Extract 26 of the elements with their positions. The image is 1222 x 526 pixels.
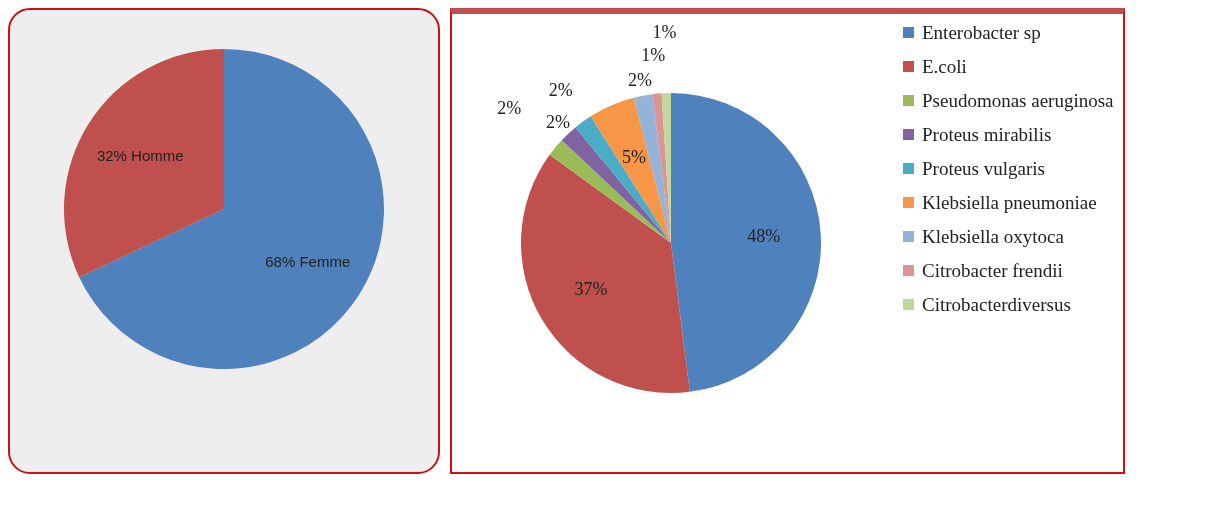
pie-slice: [590, 97, 671, 243]
data-label: 37%: [574, 279, 608, 300]
pie-slice: [575, 116, 671, 243]
data-label: 1%: [641, 45, 666, 66]
slice-label: 68% Femme: [265, 253, 351, 271]
data-label: 48%: [747, 226, 781, 247]
legend-label: Klebsiella oxytoca: [922, 225, 1065, 247]
pie-slice: [79, 49, 384, 369]
pie-slice: [561, 127, 671, 243]
legend-label: Proteus vulgaris: [922, 157, 1045, 179]
data-label: 2%: [548, 80, 573, 101]
legend-label: Citrobacterdiversus: [922, 293, 1071, 315]
data-label: 2%: [628, 69, 653, 90]
legend-label: Proteus mirabilis: [922, 123, 1052, 145]
slice-label: 32% Homme: [96, 146, 184, 164]
data-label: 5%: [622, 146, 647, 167]
pie-slice: [671, 93, 821, 392]
legend-label: Enterobacter sp: [922, 21, 1041, 43]
pie-slice: [64, 49, 224, 278]
legend-label: Citrobacter frendii: [922, 259, 1063, 281]
legend-label: Klebsiella pneumoniae: [922, 191, 1097, 213]
data-label: 1%: [652, 22, 677, 43]
legend-label: Pseudomonas aeruginosa: [922, 89, 1115, 111]
data-label: 2%: [497, 98, 522, 119]
legend-label: E.coli: [922, 55, 967, 77]
data-label: 2%: [546, 111, 571, 132]
